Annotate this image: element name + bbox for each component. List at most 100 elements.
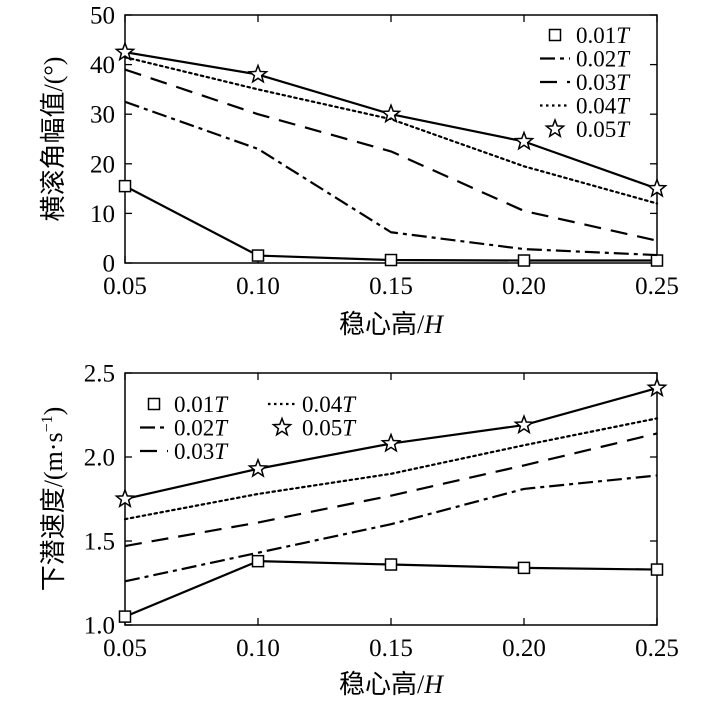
data-point bbox=[646, 376, 668, 398]
x-tick-label: 0.05 bbox=[103, 273, 147, 300]
data-point bbox=[380, 432, 402, 453]
y-tick-label: 40 bbox=[90, 52, 115, 79]
y-tick-label: 10 bbox=[90, 201, 115, 228]
legend-entry-0.04T: 0.04T bbox=[268, 392, 357, 417]
data-point bbox=[118, 179, 132, 193]
data-point bbox=[247, 63, 269, 84]
x-axis-label-var: H bbox=[423, 670, 444, 699]
series-line bbox=[124, 100, 658, 257]
data-point bbox=[650, 563, 664, 576]
data-point bbox=[384, 558, 398, 571]
x-tick-label: 0.05 bbox=[103, 635, 147, 662]
legend-label-var: T bbox=[616, 47, 631, 72]
legend-label: 0.02T bbox=[174, 416, 229, 441]
y-tick-label: 1.0 bbox=[84, 613, 115, 640]
legend-entry-0.01T: 0.01T bbox=[147, 392, 229, 417]
legend-entry-0.03T: 0.03T bbox=[140, 439, 229, 464]
y-tick-label: 2.5 bbox=[84, 361, 115, 388]
legend-label-var: T bbox=[214, 416, 229, 441]
data-point bbox=[118, 610, 132, 623]
x-tick-label: 0.20 bbox=[502, 635, 546, 662]
series-0.04T bbox=[123, 56, 659, 205]
legend-label-var: T bbox=[214, 439, 229, 464]
legend-label: 0.01T bbox=[174, 392, 229, 417]
legend-label: 0.01T bbox=[576, 23, 631, 48]
series-0.05T bbox=[114, 41, 668, 198]
y-axis-label: 下潜速度/(m·s−1) bbox=[39, 407, 68, 592]
legend-entry-0.04T: 0.04T bbox=[540, 94, 631, 119]
data-point bbox=[384, 253, 398, 267]
data-point bbox=[513, 130, 535, 151]
series-line bbox=[124, 68, 658, 242]
y-tick-label: 50 bbox=[90, 3, 115, 30]
legend-label: 0.04T bbox=[302, 392, 357, 417]
legend-label: 0.03T bbox=[576, 70, 631, 95]
legend-label-var: T bbox=[616, 117, 631, 142]
data-point bbox=[650, 254, 664, 267]
x-tick-label: 0.20 bbox=[502, 273, 546, 300]
series-0.02T bbox=[124, 100, 658, 257]
legend-entry-0.02T: 0.02T bbox=[540, 47, 631, 72]
data-point bbox=[646, 177, 668, 198]
legend-label-var: T bbox=[342, 416, 357, 441]
series-0.01T bbox=[118, 179, 664, 267]
x-tick-label: 0.15 bbox=[369, 635, 413, 662]
series-0.02T bbox=[124, 474, 658, 583]
series-line bbox=[124, 474, 658, 583]
series-line bbox=[124, 185, 657, 262]
y-axis-label-sup: −1 bbox=[39, 415, 56, 432]
series-line bbox=[123, 417, 659, 521]
y-axis-label-main: 下潜速度/(m·s bbox=[39, 432, 68, 591]
series-0.05T bbox=[114, 376, 668, 509]
data-point bbox=[251, 249, 265, 262]
y-axis-label-end: ) bbox=[39, 407, 68, 416]
legend-label-var: T bbox=[342, 392, 357, 417]
legend-marker bbox=[271, 416, 293, 437]
series-0.01T bbox=[118, 554, 664, 623]
x-axis-label-var: H bbox=[423, 310, 444, 339]
y-tick-label: 1.5 bbox=[84, 529, 115, 556]
data-point bbox=[251, 554, 265, 568]
y-tick-label: 30 bbox=[90, 102, 115, 129]
y-tick-label: 20 bbox=[90, 151, 115, 178]
y-tick-label: 0 bbox=[103, 251, 116, 278]
data-point bbox=[114, 41, 136, 62]
legend-marker bbox=[544, 117, 566, 139]
legend-entry-0.02T: 0.02T bbox=[140, 416, 229, 441]
series-0.04T bbox=[123, 417, 659, 521]
legend-marker bbox=[147, 397, 161, 411]
legend-label-var: T bbox=[214, 392, 229, 417]
legend-label-var: T bbox=[616, 23, 631, 48]
series-0.03T bbox=[124, 432, 658, 548]
x-tick-label: 0.25 bbox=[635, 635, 679, 662]
data-point bbox=[517, 254, 531, 267]
legend-marker bbox=[548, 28, 562, 42]
legend-label: 0.02T bbox=[576, 47, 631, 72]
legend-label: 0.05T bbox=[576, 117, 631, 142]
series-0.03T bbox=[124, 68, 658, 242]
y-tick-label: 2.0 bbox=[84, 445, 115, 472]
legend-label: 0.03T bbox=[174, 439, 229, 464]
data-point bbox=[513, 413, 535, 435]
legend-label-var: T bbox=[616, 70, 631, 95]
legend-label-var: T bbox=[616, 94, 631, 119]
x-tick-label: 0.15 bbox=[369, 273, 413, 300]
data-point bbox=[247, 457, 269, 478]
series-line bbox=[124, 432, 658, 548]
legend-entry-0.01T: 0.01T bbox=[548, 23, 631, 48]
x-axis-label: 稳心高/H bbox=[339, 310, 444, 339]
legend-entry-0.03T: 0.03T bbox=[540, 70, 631, 95]
y-axis-label: 横滚角幅值/(°) bbox=[39, 57, 68, 222]
chart-panel-1: 0.05 0.10 0.15 0.20 0.25 0 10 20 30 40 50 0.01T0.02… bbox=[39, 3, 679, 340]
x-tick-label: 0.10 bbox=[236, 273, 280, 300]
legend-label: 0.04T bbox=[576, 94, 631, 119]
legend-entry-0.05T: 0.05T bbox=[544, 117, 631, 142]
chart-panel-2: 0.05 0.10 0.15 0.20 0.251.01.52.02.50.01T0.0… bbox=[39, 361, 679, 700]
data-point bbox=[380, 103, 402, 124]
x-axis-label: 稳心高/H bbox=[339, 670, 444, 699]
legend-entry-0.05T: 0.05T bbox=[271, 416, 357, 441]
data-point bbox=[517, 561, 531, 575]
